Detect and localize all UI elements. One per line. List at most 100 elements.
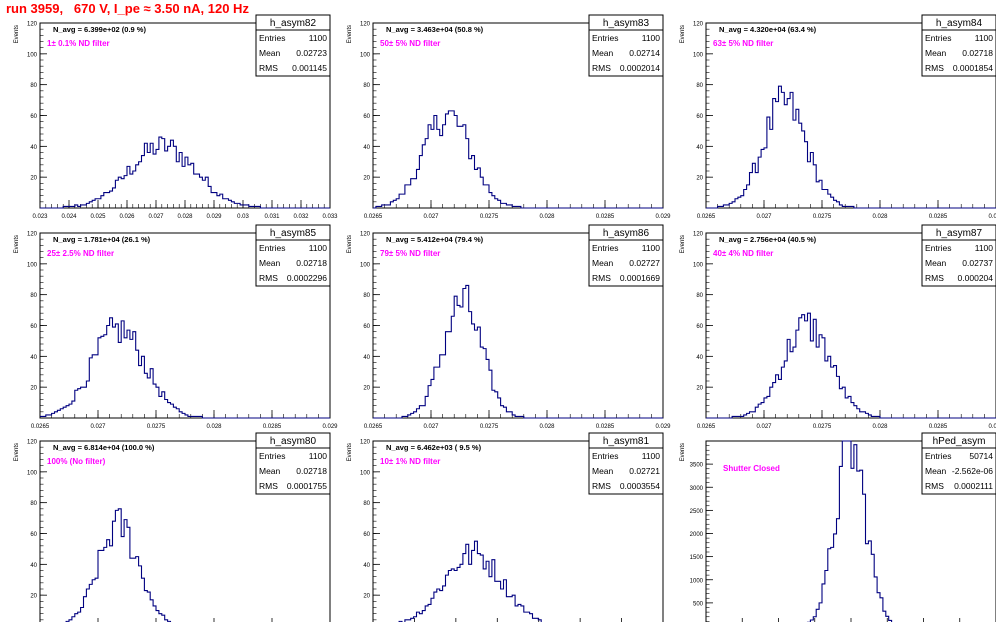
y-tick-label: 20 bbox=[30, 594, 37, 600]
y-tick-label: 80 bbox=[696, 293, 703, 299]
y-tick-label: 100 bbox=[27, 262, 38, 268]
y-tick-label: 40 bbox=[696, 145, 703, 151]
stats-title: h_asym82 bbox=[270, 18, 317, 29]
stats-entries-value: 1100 bbox=[975, 243, 994, 253]
stats-box: h_asym82 Entries 1100 Mean 0.02723 RMS 0.00114… bbox=[255, 14, 331, 77]
stats-box-frame bbox=[921, 224, 996, 287]
stats-box: h_asym87 Entries 1100 Mean 0.02737 RMS 0.00020… bbox=[921, 224, 996, 287]
stats-entries-value: 50714 bbox=[969, 451, 993, 461]
stats-mean-value: 0.02721 bbox=[629, 466, 660, 476]
navg-label: N_avg = 4.320e+04 (63.4 %) bbox=[719, 25, 817, 34]
histogram-panel-h_asym84: 20 40 60 80 100 120 0.0265 0.027 0.0275 0.028 0.02… bbox=[680, 14, 996, 232]
histogram-panel-h_asym82: 20 40 60 80 100 120 0.023 0.024 0.025 0.026 0.027 0… bbox=[14, 14, 338, 232]
x-tick-label: 0.0285 bbox=[929, 424, 948, 430]
filter-label: 50± 5% ND filter bbox=[380, 39, 440, 48]
x-tick-label: 0.0265 bbox=[364, 424, 383, 430]
y-tick-label: 100 bbox=[27, 470, 38, 476]
y-tick-label: 60 bbox=[363, 532, 370, 538]
y-tick-label: 100 bbox=[360, 470, 371, 476]
histogram-panel-hPed_asym: 500100015002000250030003500-0.002-0.0015… bbox=[680, 432, 996, 622]
x-tick-label: 0.0265 bbox=[364, 214, 383, 220]
stats-box: h_asym84 Entries 1100 Mean 0.02718 RMS 0.00018… bbox=[921, 14, 996, 77]
y-tick-label: 20 bbox=[30, 386, 37, 392]
stats-entries-label: Entries bbox=[925, 451, 951, 461]
stats-title: h_asym87 bbox=[936, 228, 983, 239]
y-tick-label: 120 bbox=[693, 232, 704, 238]
filter-label: 10± 1% ND filter bbox=[380, 457, 440, 466]
x-tick-label: 0.0265 bbox=[697, 424, 716, 430]
x-tick-label: 0.026 bbox=[119, 214, 135, 220]
y-tick-label: 20 bbox=[363, 594, 370, 600]
x-tick-label: 0.0285 bbox=[596, 424, 615, 430]
stats-rms-label: RMS bbox=[592, 63, 611, 73]
stats-box-frame bbox=[588, 224, 664, 287]
histogram-line bbox=[706, 312, 996, 419]
stats-entries-label: Entries bbox=[259, 33, 285, 43]
stats-mean-label: Mean bbox=[592, 48, 614, 58]
stats-entries-value: 1100 bbox=[309, 243, 328, 253]
y-tick-label: 120 bbox=[360, 440, 371, 446]
filter-label: 1± 0.1% ND filter bbox=[47, 39, 110, 48]
stats-mean-label: Mean bbox=[259, 258, 281, 268]
stats-mean-label: Mean bbox=[592, 258, 614, 268]
y-tick-label: 80 bbox=[363, 501, 370, 507]
stats-rms-value: 0.0001854 bbox=[953, 63, 993, 73]
y-tick-label: 80 bbox=[30, 293, 37, 299]
stats-mean-value: 0.02727 bbox=[629, 258, 660, 268]
stats-rms-value: 0.001145 bbox=[292, 63, 327, 73]
y-axis-label: Events bbox=[680, 443, 686, 461]
stats-entries-label: Entries bbox=[592, 33, 618, 43]
y-tick-label: 3500 bbox=[690, 463, 704, 469]
y-tick-label: 120 bbox=[693, 22, 704, 28]
histogram-panel-h_asym85: 20 40 60 80 100 120 0.0265 0.027 0.0275 0.028 0.02… bbox=[14, 224, 338, 442]
stats-mean-label: Mean bbox=[925, 48, 947, 58]
stats-mean-value: 0.02723 bbox=[296, 48, 327, 58]
x-tick-label: 0.027 bbox=[756, 424, 772, 430]
stats-rms-label: RMS bbox=[592, 273, 611, 283]
stats-mean-label: Mean bbox=[925, 258, 947, 268]
stats-box: h_asym86 Entries 1100 Mean 0.02727 RMS 0.00016… bbox=[588, 224, 664, 287]
x-tick-label: 0.027 bbox=[423, 424, 439, 430]
histogram-panel-h_asym81: 204060801001200.0260.02650.0270.02750.02… bbox=[347, 432, 664, 622]
histogram-line bbox=[373, 284, 663, 419]
stats-mean-label: Mean bbox=[259, 466, 281, 476]
y-axis-label: Events bbox=[347, 443, 353, 461]
stats-rms-label: RMS bbox=[925, 63, 944, 73]
x-tick-label: 0.028 bbox=[872, 214, 888, 220]
filter-label: 63± 5% ND filter bbox=[713, 39, 773, 48]
stats-entries-value: 1100 bbox=[642, 243, 661, 253]
stats-box: h_asym83 Entries 1100 Mean 0.02714 RMS 0.00020… bbox=[588, 14, 664, 77]
y-axis-label: Events bbox=[14, 235, 20, 253]
stats-mean-value: 0.02718 bbox=[296, 466, 327, 476]
y-tick-label: 40 bbox=[30, 145, 37, 151]
stats-entries-value: 1100 bbox=[642, 33, 661, 43]
x-tick-label: 0.027 bbox=[148, 214, 164, 220]
x-tick-label: 0.0275 bbox=[147, 424, 166, 430]
y-tick-label: 40 bbox=[363, 563, 370, 569]
filter-label: 40± 4% ND filter bbox=[713, 249, 773, 258]
x-tick-label: 0.025 bbox=[90, 214, 106, 220]
stats-box: h_asym81 Entries 1100 Mean 0.02721 RMS 0.00035… bbox=[588, 432, 664, 495]
filter-label: 79± 5% ND filter bbox=[380, 249, 440, 258]
x-tick-label: 0.029 bbox=[655, 424, 671, 430]
stats-entries-label: Entries bbox=[925, 243, 951, 253]
histogram-line bbox=[65, 508, 172, 622]
stats-entries-label: Entries bbox=[925, 33, 951, 43]
y-tick-label: 2000 bbox=[690, 532, 704, 538]
y-tick-label: 100 bbox=[693, 262, 704, 268]
x-tick-label: 0.031 bbox=[264, 214, 280, 220]
y-tick-label: 2500 bbox=[690, 509, 704, 515]
stats-rms-label: RMS bbox=[592, 481, 611, 491]
y-tick-label: 20 bbox=[696, 176, 703, 182]
y-tick-label: 60 bbox=[696, 114, 703, 120]
stats-mean-value: 0.02718 bbox=[962, 48, 993, 58]
y-tick-label: 120 bbox=[27, 22, 38, 28]
y-tick-label: 20 bbox=[363, 386, 370, 392]
y-tick-label: 60 bbox=[363, 324, 370, 330]
y-axis-label: Events bbox=[14, 25, 20, 43]
x-tick-label: 0.029 bbox=[655, 214, 671, 220]
stats-box-frame bbox=[588, 432, 664, 495]
y-tick-label: 500 bbox=[693, 601, 704, 607]
y-tick-label: 80 bbox=[30, 501, 37, 507]
navg-label: N_avg = 6.462e+03 ( 9.5 %) bbox=[386, 443, 482, 452]
